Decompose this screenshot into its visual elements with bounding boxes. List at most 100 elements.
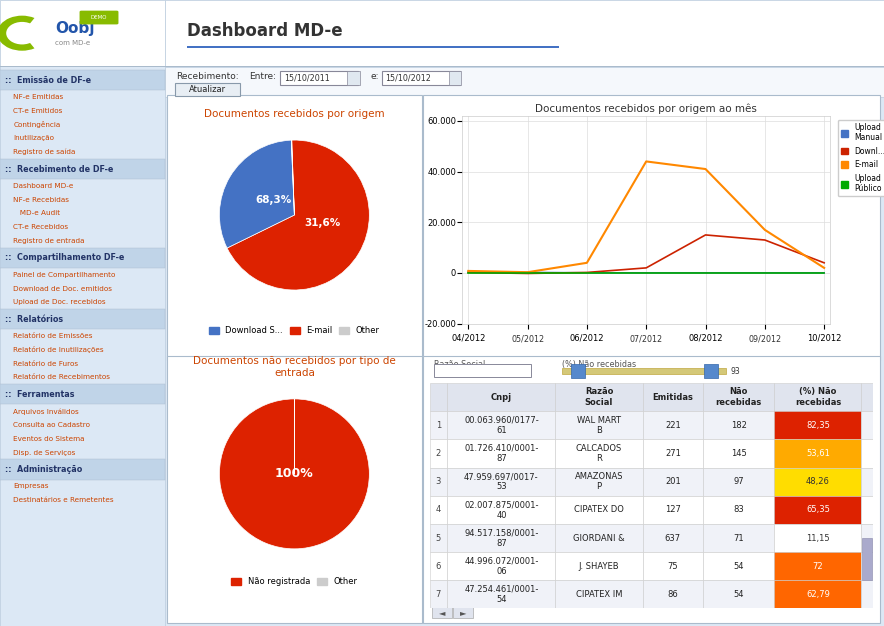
Legend: Não registrada, Other: Não registrada, Other [228, 574, 361, 590]
Text: 00.063.960/0177-
61: 00.063.960/0177- 61 [464, 416, 538, 435]
Bar [643, 439, 703, 468]
Text: (%) Não
recebidas: (%) Não recebidas [795, 387, 841, 407]
Bar [774, 552, 861, 580]
Text: Relatório de Inutilizações: Relatório de Inutilizações [13, 346, 104, 354]
Bar [447, 383, 555, 411]
Bar [0, 70, 165, 90]
Wedge shape [292, 140, 294, 215]
Title: Documentos recebidos por origem ao mês: Documentos recebidos por origem ao mês [536, 103, 757, 114]
Bar [187, 46, 559, 48]
Bar [703, 524, 774, 552]
Text: 127: 127 [665, 505, 681, 515]
Bar [430, 468, 447, 496]
Text: 145: 145 [731, 449, 747, 458]
Text: ::  Administração: :: Administração [5, 465, 82, 474]
Title: Documentos recebidos por origem: Documentos recebidos por origem [204, 109, 385, 119]
Bar [430, 580, 447, 608]
Text: ::  Recebimento de DF-e: :: Recebimento de DF-e [5, 165, 114, 173]
Text: Emitidas: Emitidas [652, 393, 693, 402]
Bar [555, 468, 643, 496]
Bar [643, 580, 703, 608]
Text: 68,3%: 68,3% [255, 195, 292, 205]
Text: Arquivos Inválidos: Arquivos Inválidos [13, 408, 79, 414]
Text: 02.007.875/0001-
40: 02.007.875/0001- 40 [464, 500, 538, 520]
Bar [453, 607, 473, 618]
Text: 3: 3 [436, 477, 441, 486]
Text: Não
recebidas: Não recebidas [716, 387, 762, 407]
Bar [571, 364, 585, 378]
Text: 7: 7 [436, 590, 441, 599]
Bar [774, 496, 861, 524]
Bar [704, 364, 718, 378]
Text: Download de Doc. emitidos: Download de Doc. emitidos [13, 285, 112, 292]
Text: Painel de Compartilhamento: Painel de Compartilhamento [13, 272, 116, 278]
Text: Dashboard MD-e: Dashboard MD-e [187, 23, 343, 40]
Text: Disp. de Serviços: Disp. de Serviços [13, 449, 76, 456]
Text: Relatório de Recebimentos: Relatório de Recebimentos [13, 374, 110, 381]
Text: 47.959.697/0017-
53: 47.959.697/0017- 53 [464, 472, 538, 491]
Text: Eventos do Sistema: Eventos do Sistema [13, 436, 85, 442]
FancyBboxPatch shape [423, 356, 880, 623]
Legend: Download S..., E-mail, Other: Download S..., E-mail, Other [205, 322, 384, 338]
Text: NF-e Emitidas: NF-e Emitidas [13, 94, 64, 100]
Text: Razão
Social: Razão Social [585, 387, 613, 407]
Text: 271: 271 [665, 449, 681, 458]
Bar [165, 67, 884, 97]
Bar [861, 411, 873, 439]
Text: 01.726.410/0001-
87: 01.726.410/0001- 87 [464, 444, 538, 463]
Text: Oobj: Oobj [55, 21, 95, 36]
Wedge shape [227, 140, 370, 290]
Text: 62,79: 62,79 [806, 590, 830, 599]
Text: 71: 71 [734, 533, 744, 543]
Bar [0, 66, 165, 626]
Bar [861, 439, 873, 468]
Bar [449, 71, 461, 85]
Bar [165, 0, 884, 66]
Text: Atualizar: Atualizar [189, 85, 226, 94]
Text: 1: 1 [436, 421, 441, 430]
Bar [0, 309, 165, 329]
Text: 53,61: 53,61 [806, 449, 830, 458]
Text: 97: 97 [734, 477, 744, 486]
Text: 07/2012: 07/2012 [629, 334, 663, 344]
Bar [0, 66, 884, 67]
Bar [643, 468, 703, 496]
Bar [0, 384, 165, 404]
Text: e:: e: [370, 72, 379, 81]
Text: 54: 54 [734, 590, 744, 599]
Text: 65,35: 65,35 [806, 505, 830, 515]
Text: Recebimento:: Recebimento: [176, 72, 239, 81]
Text: 54: 54 [734, 562, 744, 571]
Bar [861, 552, 873, 580]
Text: Razão Social: Razão Social [434, 360, 485, 369]
Text: CT-e Recebidos: CT-e Recebidos [13, 224, 68, 230]
Bar [861, 468, 873, 496]
FancyBboxPatch shape [80, 11, 118, 24]
Bar [643, 524, 703, 552]
Bar [774, 383, 861, 411]
Bar [447, 580, 555, 608]
Bar [555, 524, 643, 552]
Bar [862, 538, 872, 580]
Text: 09/2012: 09/2012 [748, 334, 781, 344]
FancyBboxPatch shape [423, 95, 880, 360]
Bar [643, 411, 703, 439]
Bar [861, 383, 873, 411]
Text: 11,15: 11,15 [806, 533, 830, 543]
Bar [430, 496, 447, 524]
Text: 201: 201 [665, 477, 681, 486]
Text: 100%: 100% [275, 468, 314, 480]
Text: (%) Não recebidas: (%) Não recebidas [562, 360, 636, 369]
Text: 05/2012: 05/2012 [511, 334, 545, 344]
Text: 93: 93 [730, 367, 740, 376]
Bar [562, 368, 726, 374]
Bar [703, 383, 774, 411]
Text: 182: 182 [731, 421, 747, 430]
Text: Destinatários e Remetentes: Destinatários e Remetentes [13, 497, 114, 503]
Bar [347, 71, 360, 85]
Text: WAL MART
B: WAL MART B [577, 416, 621, 435]
Bar [555, 411, 643, 439]
Text: ::  Ferramentas: :: Ferramentas [5, 390, 75, 399]
Text: ::  Emissão de DF-e: :: Emissão de DF-e [5, 76, 91, 85]
Text: 6: 6 [436, 562, 441, 571]
